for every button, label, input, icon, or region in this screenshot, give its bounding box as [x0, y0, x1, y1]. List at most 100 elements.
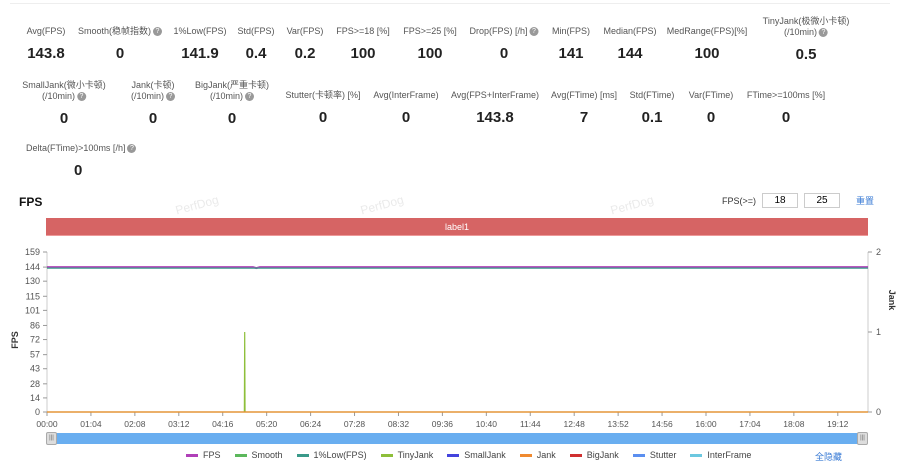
stat-value: 141 [558, 45, 584, 62]
stat-value: 0 [148, 110, 158, 127]
y-tick-label: 101 [25, 305, 40, 315]
stat-var-ftime-: Var(FTime) 0 [689, 90, 734, 126]
stat-label: TinyJank(极微小卡顿) [762, 16, 850, 26]
stat-label: Jank(卡顿) [131, 80, 175, 90]
x-tick-label: 17:04 [739, 419, 761, 429]
series-line-tinyjank [47, 331, 868, 413]
x-tick-label: 14:56 [651, 419, 673, 429]
legend-item-smooth[interactable]: Smooth [234, 450, 283, 460]
stat-label: Median(FPS) [603, 26, 657, 36]
x-tick-label: 07:28 [344, 419, 366, 429]
legend-swatch [632, 453, 645, 457]
stat-stutter-: Stutter(卡顿率) [%] 0 [285, 90, 360, 126]
stat-min-fps-: Min(FPS) 141 [552, 26, 590, 62]
legend-item-bigjank[interactable]: BigJank [569, 450, 619, 460]
stat-avg-fps-: Avg(FPS) 143.8 [27, 26, 66, 62]
legend-swatch [296, 453, 309, 457]
stat-value: 144 [617, 45, 643, 62]
stat-delta-ftime-100ms-h-: Delta(FTime)>100ms [/h]? 0 [26, 143, 137, 179]
y-axis-label: FPS [10, 331, 20, 349]
stat-label: Avg(FPS) [26, 26, 66, 36]
y-right-tick-label: 1 [876, 327, 881, 337]
legend-label: BigJank [586, 450, 619, 460]
stat-value: 100 [350, 45, 376, 62]
stat-value: 100 [694, 45, 720, 62]
fps-threshold-1-input[interactable] [762, 193, 799, 208]
stat-medrange-fps-: MedRange(FPS)[%] 100 [667, 26, 748, 62]
legend-item-fps[interactable]: FPS [186, 450, 221, 460]
stat-value: 0 [781, 109, 791, 126]
x-tick-label: 16:00 [695, 419, 717, 429]
stat-label: Var(FPS) [286, 26, 324, 36]
legend-label: 1%Low(FPS) [313, 450, 367, 460]
stat-value: 0 [115, 45, 125, 62]
fps-threshold-2-input[interactable] [804, 193, 841, 208]
x-tick-label: 10:40 [476, 419, 498, 429]
legend-item-tinyjank[interactable]: TinyJank [380, 450, 433, 460]
stat-std-ftime-: Std(FTime) 0.1 [630, 90, 675, 126]
stat-label: FPS>=25 [%] [403, 26, 457, 36]
stat-value: 0 [59, 110, 69, 127]
stat-fps-25-: FPS>=25 [%] 100 [403, 26, 457, 62]
slider-right-handle[interactable]: ||| [857, 432, 868, 445]
x-tick-label: 09:36 [432, 419, 454, 429]
legend-item-1-low-fps-[interactable]: 1%Low(FPS) [296, 450, 367, 460]
stat-value: 0 [74, 162, 83, 179]
stat-label: FTime>=100ms [%] [746, 90, 826, 100]
stat-value: 100 [417, 45, 443, 62]
legend-label: SmallJank [464, 450, 506, 460]
stat-jank-: Jank(卡顿) (/10min)? 0 [131, 80, 176, 127]
stat-value: 0 [318, 109, 328, 126]
stat-label: Smooth(稳帧指数)? [78, 26, 163, 37]
stat-fps-18-: FPS>=18 [%] 100 [336, 26, 390, 62]
legend-label: Jank [536, 450, 556, 460]
legend-item-interframe[interactable]: InterFrame [690, 450, 751, 460]
stat-bigjank-: BigJank(严重卡顿) (/10min)? 0 [195, 80, 269, 127]
help-icon[interactable]: ? [153, 27, 163, 37]
stat-value: 0.4 [245, 45, 267, 62]
stat-label: Var(FTime) [688, 90, 734, 100]
label-bar[interactable]: label1 [46, 218, 868, 236]
legend-swatch [186, 453, 198, 457]
x-tick-label: 18:08 [783, 419, 805, 429]
stat-label: FPS>=18 [%] [336, 26, 390, 36]
stat-avg-ftime-ms-: Avg(FTime) [ms] 7 [551, 90, 617, 126]
help-icon[interactable]: ? [77, 92, 87, 102]
x-tick-label: 01:04 [80, 419, 102, 429]
legend-swatch [234, 453, 247, 457]
stat-label: 1%Low(FPS) [173, 26, 227, 36]
stat-label: Std(FTime) [629, 90, 675, 100]
x-tick-label: 11:44 [520, 419, 541, 429]
stat-label-unit: (/10min)? [763, 27, 850, 38]
help-icon[interactable]: ? [127, 144, 137, 154]
legend-swatch [380, 453, 393, 457]
stat-avg-fps-interframe-: Avg(FPS+InterFrame) 143.8 [451, 90, 539, 126]
legend-item-smalljank[interactable]: SmallJank [447, 450, 506, 460]
y-tick-label: 14 [30, 393, 40, 403]
legend-swatch [569, 453, 582, 457]
stat-value: 0.2 [294, 45, 316, 62]
reset-button[interactable]: 重置 [856, 196, 875, 206]
legend-swatch [519, 453, 532, 457]
legend-item-stutter[interactable]: Stutter [632, 450, 676, 460]
time-range-slider[interactable]: ||| ||| [46, 432, 868, 445]
x-tick-label: 04:16 [212, 419, 234, 429]
stat-ftime-100ms-: FTime>=100ms [%] 0 [747, 90, 825, 126]
stat-label-unit: (/10min)? [195, 91, 269, 102]
stat-tinyjank-: TinyJank(极微小卡顿) (/10min)? 0.5 [763, 16, 850, 63]
help-icon[interactable]: ? [529, 27, 539, 37]
help-icon[interactable]: ? [819, 28, 828, 38]
stat-label: MedRange(FPS)[%] [666, 26, 748, 36]
help-icon[interactable]: ? [245, 92, 255, 102]
legend-label: InterFrame [707, 450, 752, 460]
x-tick-label: 13:52 [607, 419, 629, 429]
legend-swatch [447, 453, 460, 457]
slider-left-handle[interactable]: ||| [46, 432, 57, 445]
legend-item-jank[interactable]: Jank [519, 450, 556, 460]
stat-drop-fps-h-: Drop(FPS) [/h]? 0 [469, 26, 539, 62]
hide-all-button[interactable]: 全隐藏 [815, 452, 843, 462]
stat-label: Drop(FPS) [/h]? [469, 26, 539, 37]
stat-smalljank-: SmallJank(微小卡顿) (/10min)? 0 [22, 80, 106, 127]
help-icon[interactable]: ? [166, 92, 176, 102]
stat-label-unit: (/10min)? [131, 91, 176, 102]
